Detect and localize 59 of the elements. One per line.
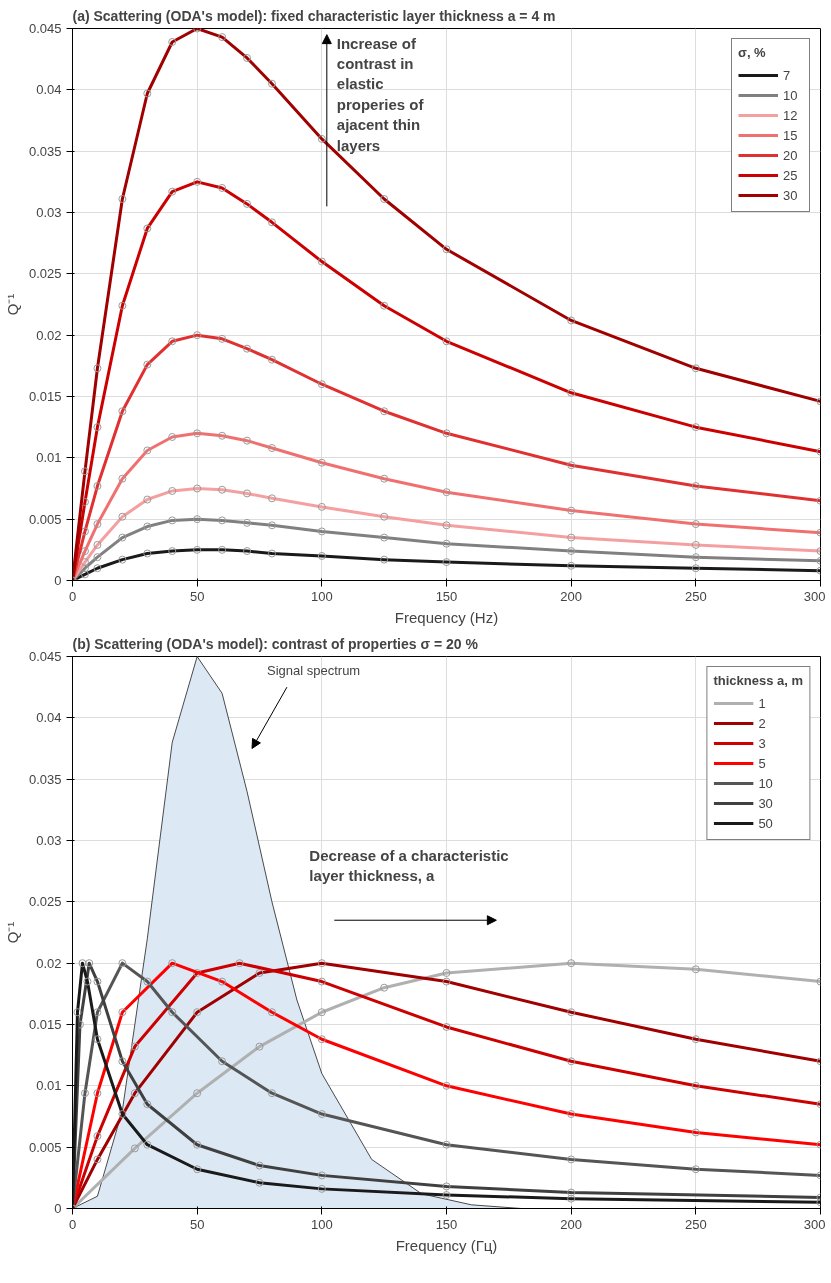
x-tick-label: 300 <box>803 588 826 604</box>
legend-label: 25 <box>783 167 799 183</box>
y-tick-label: 0.01 <box>36 450 62 466</box>
legend-label: 3 <box>758 735 767 751</box>
annotation: Signal spectrum <box>266 662 361 678</box>
y-tick-label: 0.005 <box>28 1139 62 1155</box>
y-tick-label: 0.04 <box>36 82 62 98</box>
y-tick-label: 0.025 <box>28 266 62 282</box>
legend-label: 12 <box>783 107 799 123</box>
y-tick-label: 0.005 <box>28 511 62 527</box>
y-tick-label: 0 <box>54 573 62 588</box>
x-tick-label: 0 <box>68 1216 77 1232</box>
y-tick-label: 0.015 <box>28 389 62 404</box>
y-tick-label: 0.03 <box>36 205 62 220</box>
y-tick-label: 0.045 <box>28 649 62 664</box>
y-tick-label: 0.01 <box>36 1078 62 1094</box>
x-tick-label: 200 <box>560 1216 583 1232</box>
x-tick-label: 50 <box>189 1216 205 1232</box>
legend-label: 15 <box>783 127 799 143</box>
legend-label: 2 <box>758 715 767 731</box>
y-tick-label: 0.04 <box>36 710 62 726</box>
legend-label: 5 <box>758 755 767 771</box>
x-tick-label: 150 <box>435 1216 458 1232</box>
legend-title: σ, % <box>738 45 767 60</box>
x-axis-title: Frequency (Гц) <box>395 1236 498 1254</box>
legend-label: 10 <box>783 87 799 103</box>
legend-label: 10 <box>758 775 774 791</box>
y-tick-label: 0.045 <box>28 21 62 36</box>
legend-label: 30 <box>758 795 774 811</box>
y-tick-label: 0 <box>54 1201 62 1216</box>
y-tick-label: 0.025 <box>28 894 62 910</box>
legend-title: thickness a, m <box>713 673 803 688</box>
x-tick-label: 250 <box>684 588 707 604</box>
x-tick-label: 100 <box>310 1216 333 1232</box>
y-tick-label: 0.035 <box>28 771 62 787</box>
x-tick-label: 200 <box>560 588 583 604</box>
x-tick-label: 0 <box>68 588 77 604</box>
x-tick-label: 300 <box>803 1216 826 1232</box>
x-tick-label: 150 <box>435 588 458 604</box>
y-tick-label: 0.02 <box>36 955 62 971</box>
x-axis-title: Frequency (Hz) <box>394 608 499 626</box>
legend-label: 30 <box>783 187 799 203</box>
chart-title: (a) Scattering (ODA's model): fixed characteristic layer thickness a = 4 m <box>72 7 556 24</box>
legend-label: 1 <box>758 695 767 711</box>
annotation: Decrease of a characteristic layer thickness, a <box>309 846 509 885</box>
x-tick-label: 100 <box>310 588 333 604</box>
y-tick-label: 0.02 <box>36 327 62 343</box>
legend-label: 50 <box>758 815 774 831</box>
y-tick-label: 0.035 <box>28 143 62 159</box>
x-tick-label: 50 <box>189 588 205 604</box>
legend-label: 20 <box>783 147 799 163</box>
y-axis-title: Q⁻¹ <box>3 921 21 944</box>
chart-title: (b) Scattering (ODA's model): contrast of properties σ = 20 % <box>72 635 479 652</box>
y-tick-label: 0.015 <box>28 1017 62 1032</box>
legend-label: 7 <box>783 67 792 83</box>
x-tick-label: 250 <box>684 1216 707 1232</box>
y-axis-title: Q⁻¹ <box>3 293 21 316</box>
annotation: Increase of contrast in elastic properies of ajacent thin layers <box>336 34 425 154</box>
y-tick-label: 0.03 <box>36 833 62 848</box>
